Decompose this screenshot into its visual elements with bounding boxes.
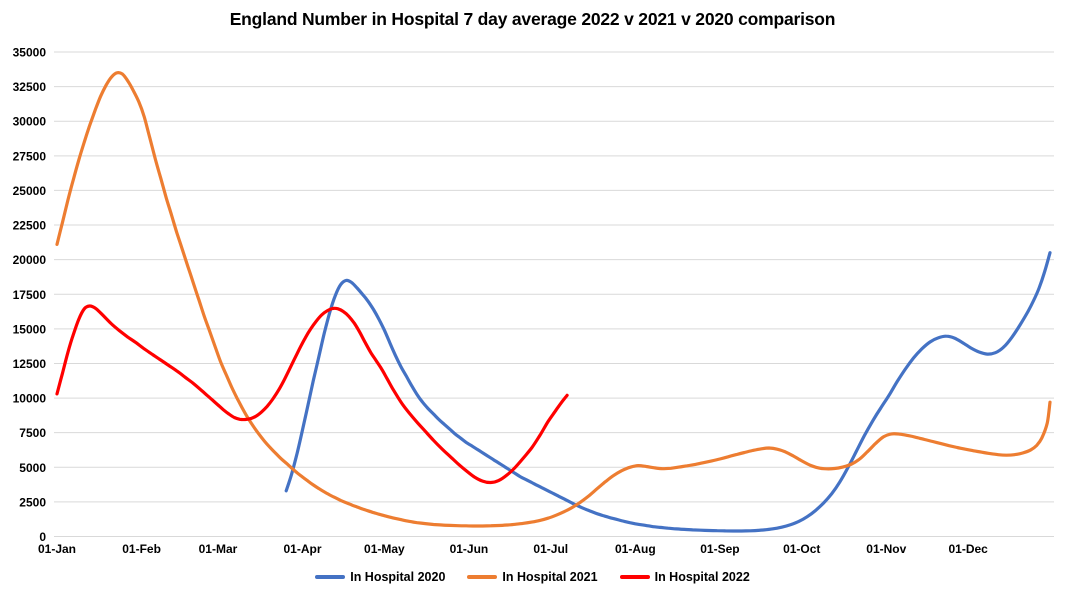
x-axis-tick-label: 01-Jan — [38, 542, 76, 556]
y-axis-tick-label: 22500 — [13, 219, 47, 233]
y-axis-tick-label: 15000 — [13, 322, 47, 336]
y-axis-tick-label: 32500 — [13, 80, 47, 94]
y-axis-tick-label: 17500 — [13, 288, 47, 302]
legend-label: In Hospital 2022 — [654, 570, 750, 584]
y-axis-tick-label: 20000 — [13, 253, 47, 267]
series-line-in-hospital-2020 — [284, 251, 1052, 533]
y-axis-tick-label: 35000 — [13, 46, 47, 60]
x-axis-tick-label: 01-Apr — [284, 542, 322, 556]
legend-line-swatch — [467, 575, 498, 579]
y-axis-tick-label: 2500 — [19, 495, 46, 509]
x-axis-tick-label: 01-Dec — [948, 542, 988, 556]
y-axis-tick-label: 10000 — [13, 392, 47, 406]
x-axis-tick-label: 01-Aug — [615, 542, 656, 556]
x-axis-tick-label: 01-Sep — [700, 542, 739, 556]
x-axis-tick-label: 01-Oct — [783, 542, 820, 556]
legend-item-in-hospital-2020: In Hospital 2020 — [315, 570, 445, 584]
legend: In Hospital 2020 In Hospital 2021 In Hospi… — [0, 570, 1065, 584]
legend-item-in-hospital-2021: In Hospital 2021 — [467, 570, 598, 584]
x-axis-tick-label: 01-Mar — [199, 542, 238, 556]
x-axis-tick-label: 01-Jul — [533, 542, 568, 556]
y-axis-tick-label: 7500 — [19, 426, 46, 440]
x-axis-tick-label: 01-Nov — [866, 542, 906, 556]
series-line-in-hospital-2022 — [55, 304, 569, 485]
legend-item-in-hospital-2022: In Hospital 2022 — [619, 570, 750, 584]
y-axis-tick-label: 27500 — [13, 149, 47, 163]
y-axis-tick-label: 0 — [39, 530, 46, 544]
y-axis-tick-label: 5000 — [19, 461, 46, 475]
legend-label: In Hospital 2020 — [350, 570, 446, 584]
x-axis-tick-label: 01-Feb — [122, 542, 161, 556]
chart-title: England Number in Hospital 7 day average… — [229, 9, 836, 29]
y-axis-tick-label: 12500 — [13, 357, 47, 371]
x-axis-tick-label: 01-May — [364, 542, 405, 556]
legend-line-swatch — [315, 575, 346, 579]
x-axis-tick-label: 01-Jun — [450, 542, 489, 556]
series-line-in-hospital-2021 — [55, 71, 1052, 528]
legend-label: In Hospital 2021 — [502, 570, 598, 584]
y-axis-tick-label: 25000 — [13, 184, 47, 198]
y-axis-tick-label: 30000 — [13, 115, 47, 129]
legend-line-swatch — [619, 575, 650, 579]
